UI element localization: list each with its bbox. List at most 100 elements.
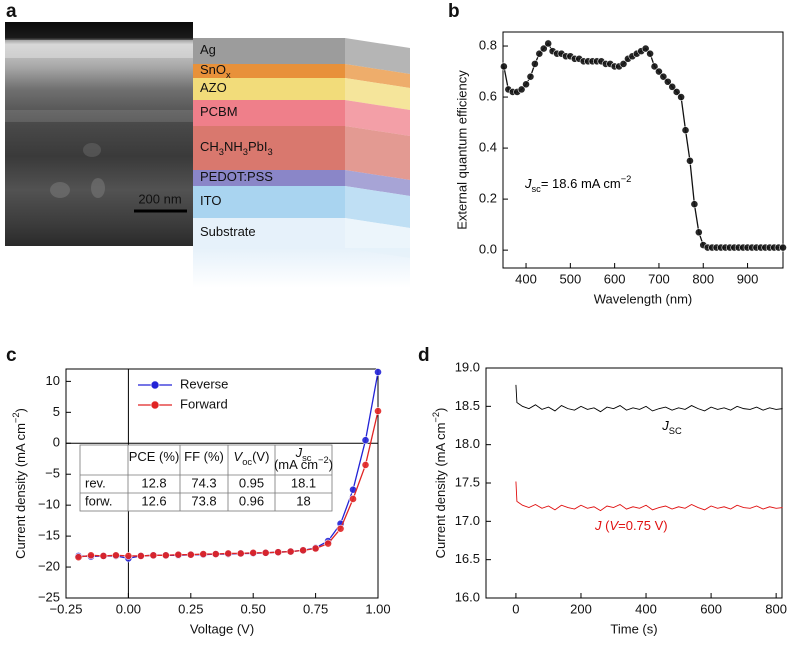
plot-frame xyxy=(502,31,784,269)
table-frame xyxy=(79,444,333,512)
text-part: ( xyxy=(602,518,611,533)
x-tick-label: 400 xyxy=(515,271,537,286)
marker xyxy=(149,551,158,560)
table-cell: 12.6 xyxy=(141,493,166,508)
marker xyxy=(690,200,699,209)
text-part: NH xyxy=(224,139,243,154)
y-tick-label: 0.4 xyxy=(479,140,497,155)
marker xyxy=(619,59,628,68)
x-tick-label: 0 xyxy=(512,601,519,616)
y-tick-label: −10 xyxy=(38,497,60,512)
text-part: (V) xyxy=(252,449,269,464)
series-line xyxy=(503,42,783,249)
table-cell: 0.95 xyxy=(239,475,264,490)
sem-grain xyxy=(50,182,70,198)
marker xyxy=(136,552,145,560)
table-cell: 73.8 xyxy=(191,493,216,508)
marker xyxy=(694,228,703,237)
y-tick-label: 18.0 xyxy=(455,436,480,451)
y-tick-label: 16.0 xyxy=(455,589,480,604)
marker xyxy=(650,62,659,71)
sem-band xyxy=(5,110,193,122)
layer-label: Ag xyxy=(200,42,216,57)
text-part: =0.75 V) xyxy=(618,518,668,533)
panel-label: b xyxy=(448,1,460,22)
table-cell: 18 xyxy=(296,493,310,508)
scale-bar-label: 200 nm xyxy=(138,191,181,206)
table-row-label: rev. xyxy=(85,475,106,490)
text-part: SC xyxy=(669,426,682,436)
text-part: ) xyxy=(13,408,28,412)
marker xyxy=(161,551,170,560)
x-tick-label: −0.25 xyxy=(50,601,83,616)
x-axis-label: Time (s) xyxy=(610,621,657,636)
marker xyxy=(686,156,694,165)
text-part: Current density (mA cm xyxy=(433,423,448,559)
marker xyxy=(655,67,663,76)
table-header: FF (%) xyxy=(184,449,224,464)
y-tick-label: −5 xyxy=(45,466,60,481)
marker xyxy=(174,550,183,559)
text-part: sc xyxy=(532,184,542,194)
layer xyxy=(193,64,345,78)
marker xyxy=(668,82,677,91)
x-axis-label: Voltage (V) xyxy=(190,621,254,636)
layer xyxy=(193,100,345,126)
marker xyxy=(274,548,283,557)
marker xyxy=(299,546,308,555)
panel-label: a xyxy=(6,1,17,22)
text-part: J xyxy=(295,445,303,460)
table-cell: 18.1 xyxy=(291,475,316,490)
x-tick-label: 500 xyxy=(559,271,581,286)
text-part: PCE (%) xyxy=(129,449,180,464)
marker xyxy=(87,551,95,560)
legend-label: Forward xyxy=(180,396,228,411)
x-tick-label: 0.25 xyxy=(178,601,203,616)
text-part: −2 xyxy=(11,412,21,423)
text-part: Current density (mA cm xyxy=(13,423,28,559)
x-tick-label: 600 xyxy=(700,601,722,616)
text-part: J xyxy=(594,518,602,533)
layer-label: CH3NH3PbI3 xyxy=(200,139,273,157)
x-tick-label: 800 xyxy=(765,601,787,616)
y-tick-label: 16.5 xyxy=(455,551,480,566)
layer xyxy=(193,170,345,186)
marker xyxy=(261,548,270,557)
marker xyxy=(535,49,544,58)
layer-label: PEDOT:PSS xyxy=(200,169,273,184)
y-axis-label: Current density (mA cm−2) xyxy=(11,408,28,559)
table-header: Voc(V) xyxy=(234,449,270,467)
layer-label: SnOx xyxy=(200,62,231,80)
layer-label: AZO xyxy=(200,80,227,95)
layer xyxy=(193,186,345,218)
text-part: V xyxy=(609,518,619,533)
y-axis-label: Current density (mA cm−2) xyxy=(431,408,448,559)
x-tick-label: 0.00 xyxy=(116,601,141,616)
marker xyxy=(361,436,370,445)
layer-side xyxy=(345,170,410,196)
y-tick-label: 0.8 xyxy=(479,37,497,52)
x-tick-label: 800 xyxy=(692,271,714,286)
marker xyxy=(336,524,345,533)
legend-label: Reverse xyxy=(180,376,228,391)
marker xyxy=(311,544,320,553)
text-part: −2 xyxy=(431,412,441,423)
x-tick-label: 900 xyxy=(737,271,759,286)
marker xyxy=(522,80,530,89)
marker xyxy=(530,59,539,68)
text-part: 3 xyxy=(243,147,248,157)
marker xyxy=(361,461,370,469)
text-part: J xyxy=(661,418,669,433)
marker xyxy=(544,39,553,48)
y-tick-label: 5 xyxy=(53,404,60,419)
y-tick-label: 0.2 xyxy=(479,191,497,206)
marker xyxy=(374,368,382,376)
marker xyxy=(324,539,332,548)
x-tick-label: 0.50 xyxy=(241,601,266,616)
marker xyxy=(99,552,108,560)
annotation: Jsc= 18.6 mA cm−2 xyxy=(524,174,631,194)
table-cell: 12.8 xyxy=(141,475,166,490)
x-tick-label: 200 xyxy=(570,601,592,616)
text-part: Substrate xyxy=(200,224,256,239)
text-part: J xyxy=(524,176,532,191)
